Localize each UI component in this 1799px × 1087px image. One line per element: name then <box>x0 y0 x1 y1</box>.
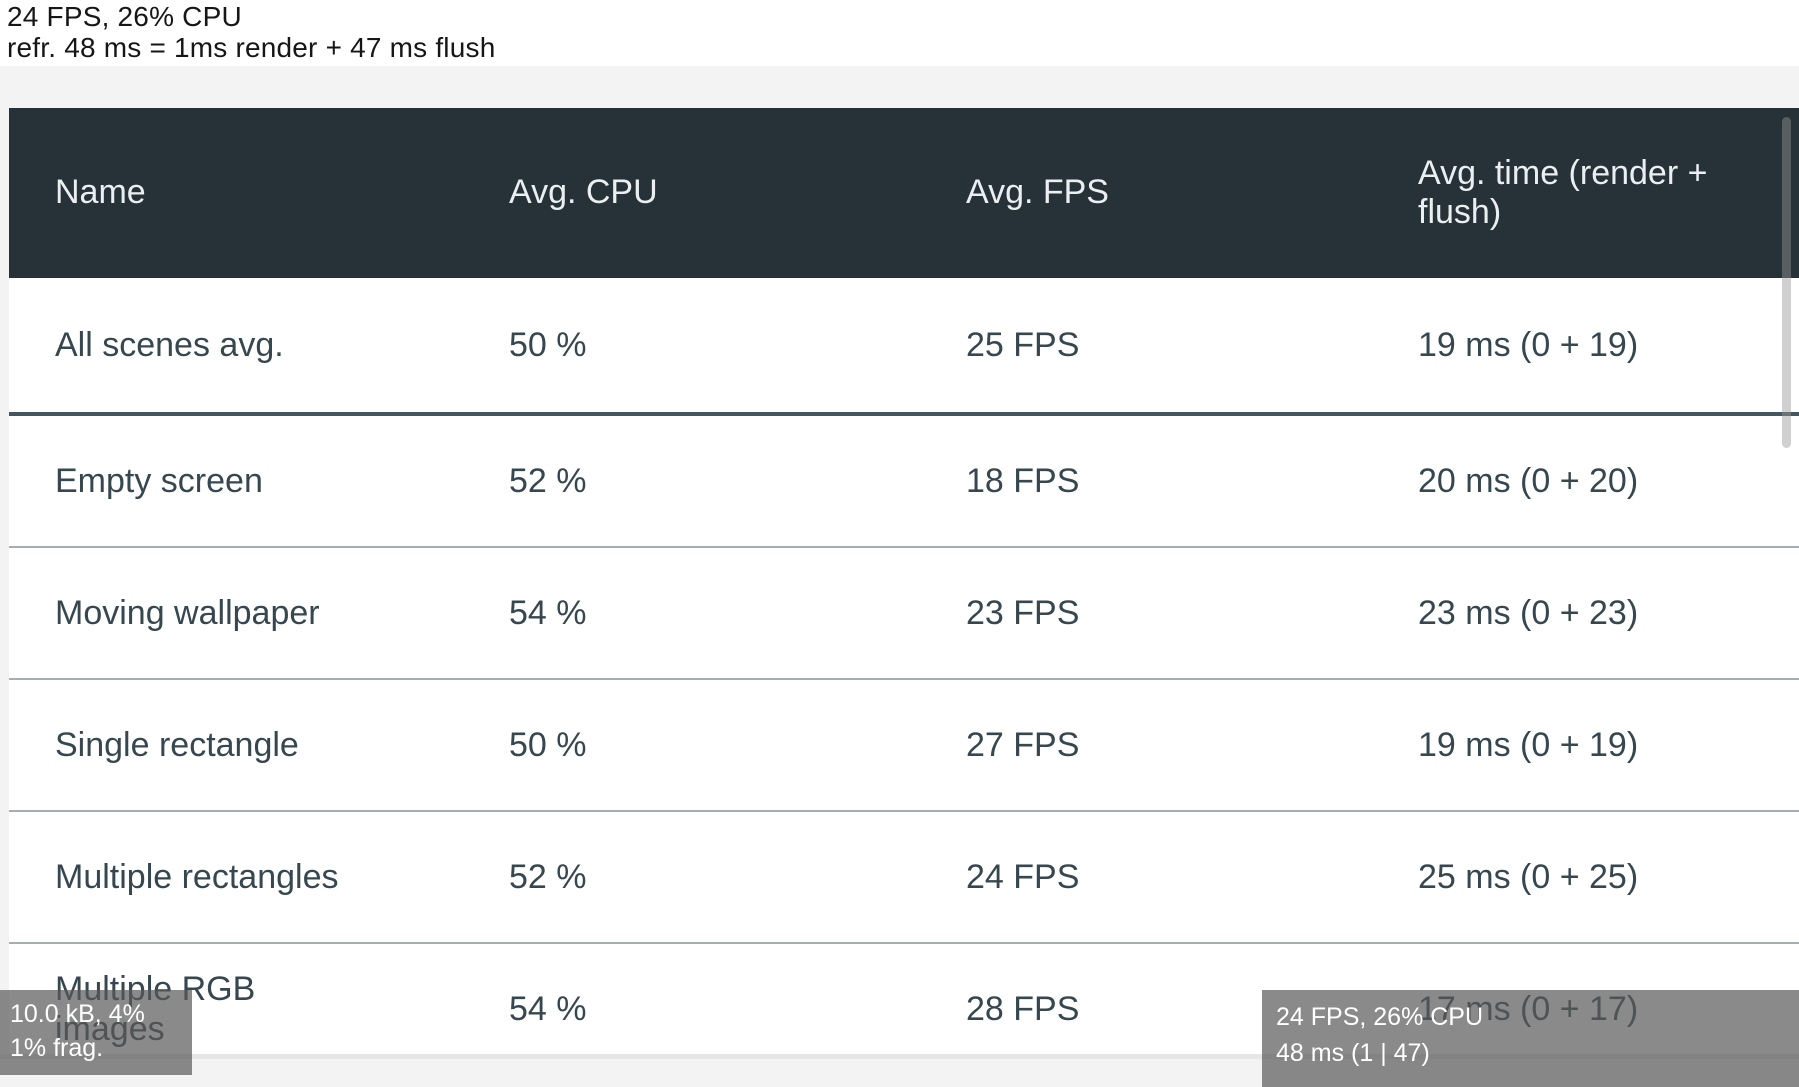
cell-text: 19 ms (0 + 19) <box>1418 725 1639 764</box>
column-header-label: Avg. CPU <box>509 173 658 212</box>
cell-fps: 23 FPS <box>920 593 1372 633</box>
column-header-avg-cpu: Avg. CPU <box>463 173 920 212</box>
perf-top-line2: refr. 48 ms = 1ms render + 47 ms flush <box>7 32 496 63</box>
perf-bottom-line2: 48 ms (1 | 47) <box>1276 1039 1430 1067</box>
cell-time: 23 ms (0 + 23) <box>1372 593 1799 633</box>
cell-fps: 24 FPS <box>920 857 1372 897</box>
cell-text: 24 FPS <box>966 857 1080 896</box>
cell-text: 20 ms (0 + 20) <box>1418 461 1639 500</box>
perf-bottom-line1: 24 FPS, 26% CPU <box>1276 1003 1484 1031</box>
cell-cpu: 50 % <box>463 725 920 765</box>
cell-name: Empty screen <box>9 461 463 501</box>
table-row: Single rectangle 50 % 27 FPS 19 ms (0 + 19) <box>9 680 1799 812</box>
cell-name: Moving wallpaper <box>9 593 463 633</box>
cell-time: 20 ms (0 + 20) <box>1372 461 1799 501</box>
cell-text: 50 % <box>509 725 587 764</box>
cell-cpu: 50 % <box>463 325 920 365</box>
cell-time: 19 ms (0 + 19) <box>1372 725 1799 765</box>
column-header-avg-fps: Avg. FPS <box>920 173 1372 212</box>
cell-name: All scenes avg. <box>9 325 463 365</box>
cell-time: 19 ms (0 + 19) <box>1372 325 1799 365</box>
memory-overlay-bottom-left: 10.0 kB, 4% 1% frag. <box>0 990 192 1075</box>
cell-cpu: 52 % <box>463 461 920 501</box>
column-header-avg-time: Avg. time (render + flush) <box>1372 154 1799 232</box>
performance-overlay-bottom-right: 24 FPS, 26% CPU 48 ms (1 | 47) <box>1262 990 1799 1087</box>
cell-text: Multiple rectangles <box>55 857 339 896</box>
cell-fps: 28 FPS <box>920 989 1372 1029</box>
cell-fps: 27 FPS <box>920 725 1372 765</box>
table-row: Moving wallpaper 54 % 23 FPS 23 ms (0 + 23) <box>9 548 1799 680</box>
cell-fps: 18 FPS <box>920 461 1372 501</box>
table-header-row: Name Avg. CPU Avg. FPS Avg. time (render… <box>9 108 1799 278</box>
cell-text: Moving wallpaper <box>55 593 320 632</box>
cell-name: Single rectangle <box>9 725 463 765</box>
cell-cpu: 52 % <box>463 857 920 897</box>
cell-text: 23 ms (0 + 23) <box>1418 593 1639 632</box>
cell-text: 23 FPS <box>966 593 1080 632</box>
cell-fps: 25 FPS <box>920 325 1372 365</box>
table-row: All scenes avg. 50 % 25 FPS 19 ms (0 + 19) <box>9 278 1799 416</box>
cell-text: 54 % <box>509 593 587 632</box>
cell-text: All scenes avg. <box>55 325 284 364</box>
benchmark-results-table: Name Avg. CPU Avg. FPS Avg. time (render… <box>9 108 1799 1054</box>
column-header-label: Name <box>55 173 146 212</box>
cell-cpu: 54 % <box>463 989 920 1029</box>
cell-text: 54 % <box>509 989 587 1028</box>
column-header-label: Avg. time (render + flush) <box>1418 153 1708 231</box>
performance-overlay-top: 24 FPS, 26% CPU refr. 48 ms = 1ms render… <box>7 1 495 63</box>
memory-overlay-line2: 1% frag. <box>10 1034 104 1062</box>
cell-text: 52 % <box>509 461 587 500</box>
memory-overlay-line1: 10.0 kB, 4% <box>10 1000 145 1028</box>
cell-name: Multiple rectangles <box>9 857 463 897</box>
cell-text: 50 % <box>509 325 587 364</box>
table-row: Empty screen 52 % 18 FPS 20 ms (0 + 20) <box>9 416 1799 548</box>
scrollbar-thumb[interactable] <box>1782 117 1791 448</box>
cell-time: 25 ms (0 + 25) <box>1372 857 1799 897</box>
table-body: All scenes avg. 50 % 25 FPS 19 ms (0 + 19) E… <box>9 278 1799 1054</box>
perf-top-line1: 24 FPS, 26% CPU <box>7 1 242 32</box>
cell-text: 27 FPS <box>966 725 1080 764</box>
table-bottom-edge <box>0 1054 1799 1059</box>
cell-text: Single rectangle <box>55 725 299 764</box>
cell-text: 52 % <box>509 857 587 896</box>
cell-text: 28 FPS <box>966 989 1080 1028</box>
cell-cpu: 54 % <box>463 593 920 633</box>
cell-text: 25 FPS <box>966 325 1080 364</box>
cell-text: 18 FPS <box>966 461 1080 500</box>
cell-text: 19 ms (0 + 19) <box>1418 325 1639 364</box>
table-row: Multiple rectangles 52 % 24 FPS 25 ms (0 + … <box>9 812 1799 944</box>
cell-text: 25 ms (0 + 25) <box>1418 857 1639 896</box>
column-header-label: Avg. FPS <box>966 173 1109 212</box>
cell-text: Empty screen <box>55 461 263 500</box>
column-header-name: Name <box>9 173 463 212</box>
